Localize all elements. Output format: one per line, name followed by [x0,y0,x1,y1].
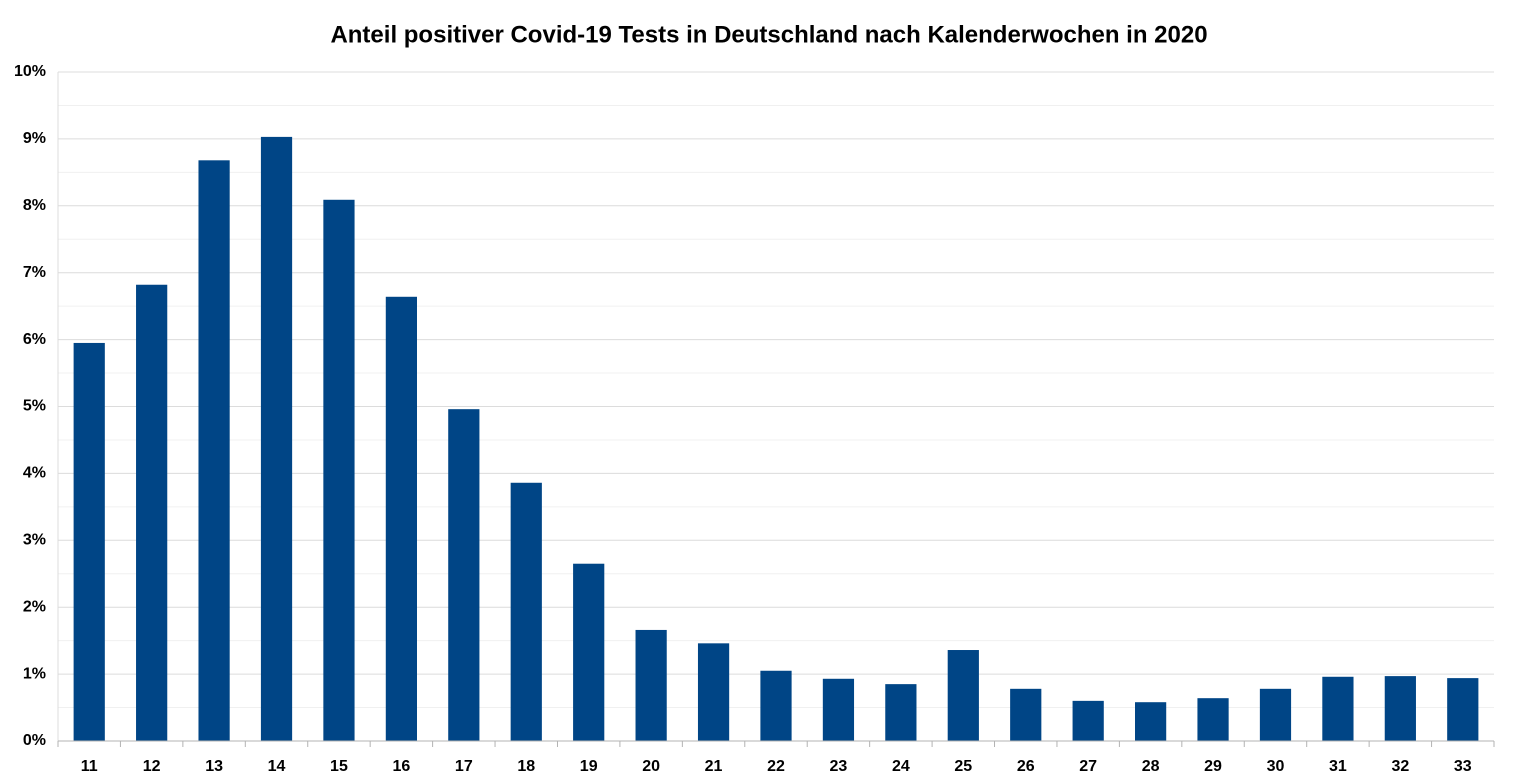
bar [1259,688,1292,741]
bar [885,684,917,741]
x-tick-label: 12 [143,758,161,775]
bar [510,482,542,741]
bar [1072,700,1104,741]
bar [198,160,230,742]
y-tick-label: 9% [23,130,46,147]
x-tick-label: 25 [954,758,972,775]
x-tick-label: 15 [330,758,348,775]
bar [260,136,293,741]
x-tick-label: 31 [1329,758,1347,775]
x-tick-label: 20 [642,758,660,775]
x-tick-label: 27 [1079,758,1097,775]
x-tick-label: 14 [268,758,286,775]
x-tick-label: 11 [81,758,98,775]
x-tick-label: 19 [580,758,598,775]
x-tick-label: 13 [205,758,223,775]
y-tick-label: 5% [23,398,46,415]
bar [1010,688,1042,741]
bar [635,629,667,741]
bar [1322,676,1354,741]
bar [1384,676,1416,741]
bar [323,199,355,742]
x-tick-label: 21 [705,758,723,775]
bar [573,563,605,741]
x-tick-label: 22 [767,758,785,775]
bar [385,296,417,741]
x-tick-label: 33 [1454,758,1472,775]
x-tick-label: 23 [830,758,848,775]
x-tick-label: 16 [392,758,410,775]
x-tick-label: 28 [1142,758,1160,775]
bar [1447,678,1479,741]
bar [697,643,730,741]
bar [1135,702,1167,741]
y-tick-label: 2% [23,598,46,615]
x-tick-label: 26 [1017,758,1035,775]
bar [822,678,855,741]
y-tick-label: 3% [23,532,46,549]
chart-title: Anteil positiver Covid-19 Tests in Deuts… [330,21,1207,48]
y-tick-label: 10% [14,63,46,80]
y-tick-label: 1% [23,665,46,682]
y-tick-label: 8% [23,197,46,214]
bar [448,409,480,741]
y-tick-label: 4% [23,465,46,482]
y-tick-label: 6% [23,331,46,348]
x-tick-label: 32 [1391,758,1409,775]
bar [760,670,792,741]
bar [136,284,168,741]
x-tick-label: 29 [1204,758,1222,775]
x-tick-label: 30 [1267,758,1285,775]
x-tick-label: 17 [455,758,473,775]
y-tick-label: 7% [23,264,46,281]
bar [947,650,979,741]
y-tick-label: 0% [23,732,46,749]
bar [1197,698,1229,741]
x-tick-label: 24 [892,758,910,775]
x-tick-label: 18 [517,758,535,775]
bar [73,342,105,741]
